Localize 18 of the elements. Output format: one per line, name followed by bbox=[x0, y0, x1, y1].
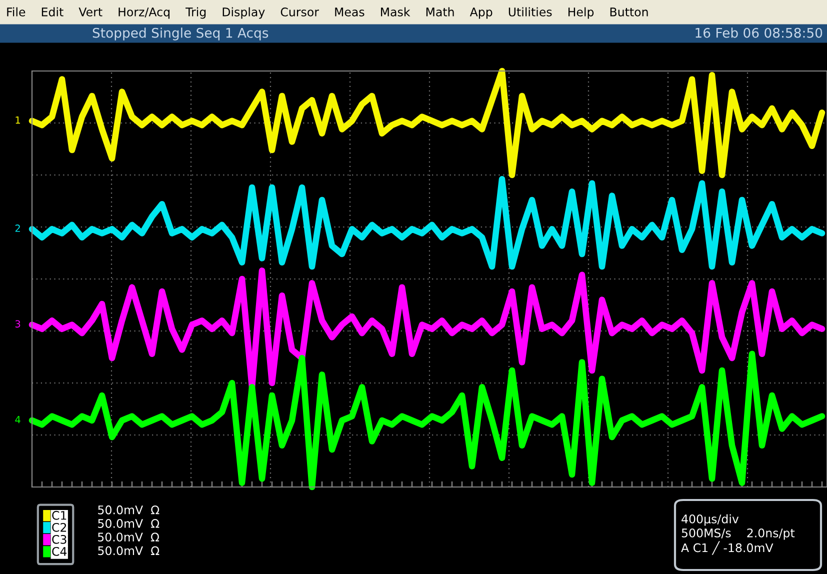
text: 500MS/s 2.0ns/pt bbox=[682, 528, 795, 540]
chart-subtitle: 16 Feb 06 08:58:50 bbox=[696, 28, 822, 38]
text: File Edit Vert Horz/Acq Trig Display Cursor Meas Mask Math App Utilities Help Button bbox=[7, 7, 648, 19]
text: 2 bbox=[15, 224, 20, 232]
text: 400µs/div bbox=[682, 514, 739, 526]
text: 4 bbox=[15, 416, 20, 424]
legend-label: C4 bbox=[52, 546, 67, 556]
text: A C1 ╱ -18.0mV bbox=[681, 541, 774, 555]
text: 50.0mV Ω bbox=[98, 532, 160, 542]
text: 50.0mV Ω bbox=[98, 505, 160, 514]
text: 3 bbox=[15, 320, 20, 328]
legend-label: C3 bbox=[52, 534, 66, 544]
text: 1 bbox=[16, 116, 20, 124]
legend-label: C1 bbox=[52, 510, 66, 520]
text: 50.0mV Ω bbox=[98, 546, 160, 556]
chart-title: Stopped Single Seq 1 Acqs bbox=[92, 28, 268, 40]
text: 50.0mV Ω bbox=[98, 519, 160, 528]
legend-label: C2 bbox=[52, 522, 66, 532]
